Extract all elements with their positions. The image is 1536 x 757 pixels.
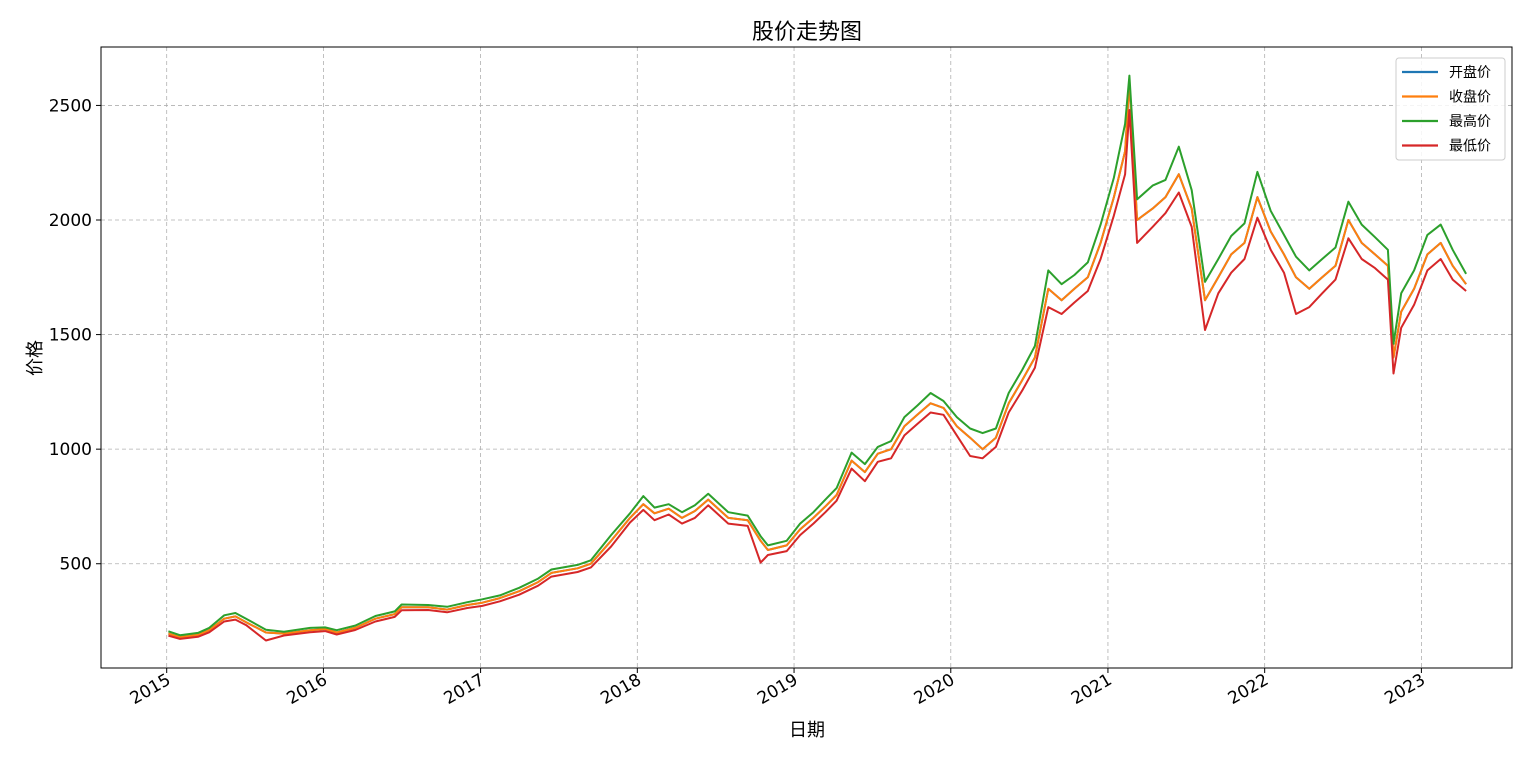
x-tick-label: 2022 <box>1225 670 1272 709</box>
y-tick-label: 2000 <box>49 211 92 231</box>
x-axis-ticks: 2015 2016 2017 2018 2019 2020 2021 2022 2023 <box>127 668 1429 709</box>
legend-label: 开盘价 <box>1449 64 1491 81</box>
x-tick-label: 2016 <box>283 670 330 709</box>
y-axis-label: 价格 <box>25 340 46 376</box>
grid-lines <box>101 47 1512 668</box>
y-axis-ticks: 500 1000 1500 2000 2500 <box>49 96 101 575</box>
x-tick-label: 2020 <box>911 670 958 709</box>
legend-box <box>1395 57 1506 161</box>
x-tick-label: 2015 <box>127 670 174 709</box>
series-lines <box>168 74 1467 642</box>
y-tick-label: 1500 <box>49 326 92 346</box>
y-tick-label: 1000 <box>49 440 92 460</box>
y-tick-label: 500 <box>60 555 92 575</box>
x-axis-label: 日期 <box>789 720 825 741</box>
x-tick-label: 2023 <box>1381 670 1428 709</box>
chart-title: 股价走势图 <box>752 20 862 45</box>
legend-label: 最低价 <box>1449 139 1491 155</box>
x-tick-label: 2021 <box>1068 670 1115 709</box>
legend-label: 收盘价 <box>1449 89 1491 106</box>
x-tick-label: 2019 <box>754 670 801 709</box>
series-line-low <box>168 109 1467 642</box>
x-tick-label: 2017 <box>441 670 488 709</box>
x-tick-label: 2018 <box>597 670 644 709</box>
series-line-close <box>168 81 1467 639</box>
plot-frame <box>100 46 1513 669</box>
series-line-open <box>168 81 1467 639</box>
series-line-high <box>168 74 1467 637</box>
legend-label: 最高价 <box>1449 113 1491 130</box>
y-tick-label: 2500 <box>49 96 92 116</box>
